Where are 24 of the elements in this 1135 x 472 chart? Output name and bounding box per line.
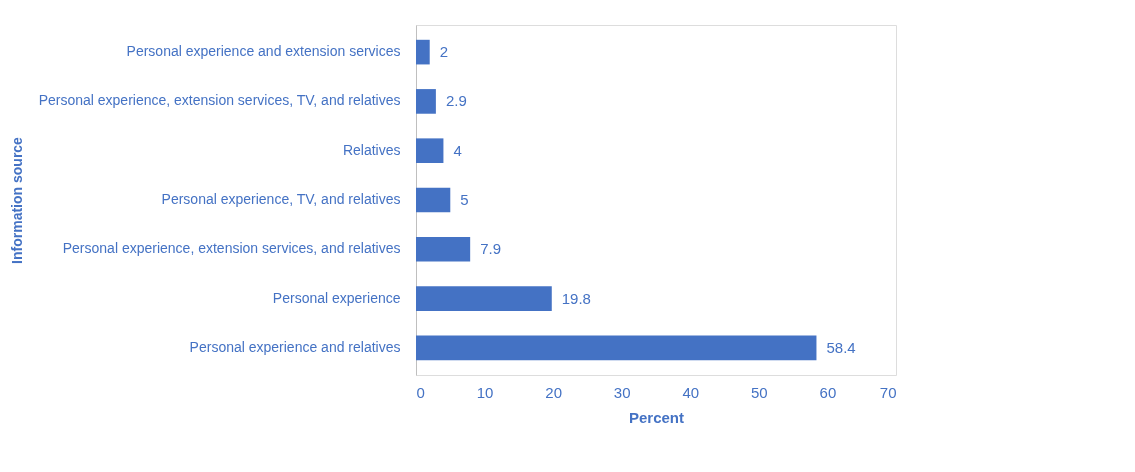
x-tick-label: 50 — [751, 383, 768, 401]
y-tick-label: Personal experience and extension services — [126, 43, 401, 60]
data-label: 4 — [453, 141, 462, 159]
y-tick-label: Personal experience, TV, and relatives — [161, 191, 401, 207]
data-label: 58.4 — [826, 338, 856, 356]
y-tick-label: Relatives — [342, 141, 401, 158]
y-tick-label: Personal experience, extension services, TV, and relatives — [38, 92, 401, 109]
y-tick-label: Personal experience and relatives — [189, 338, 401, 355]
data-label: 2.9 — [445, 92, 467, 110]
x-tick-label: 40 — [682, 383, 700, 401]
data-label: 7.9 — [480, 240, 502, 258]
data-label: 2 — [439, 43, 449, 61]
data-label: 5 — [460, 191, 469, 208]
x-tick-label: 20 — [545, 383, 562, 401]
data-label: 19.8 — [561, 289, 591, 307]
x-tick-label: 60 — [819, 383, 837, 401]
x-axis-title: Percent — [628, 408, 685, 426]
x-tick-label: 30 — [613, 383, 631, 401]
y-tick-label: Personal experience, extension services, and relatives — [62, 240, 401, 257]
y-tick-label: Personal experience — [272, 289, 401, 306]
y-axis-title: Information source — [8, 136, 25, 264]
x-tick-label: 10 — [476, 383, 494, 401]
x-tick-label: 70 — [879, 383, 897, 401]
x-tick-label: 0 — [416, 383, 425, 401]
